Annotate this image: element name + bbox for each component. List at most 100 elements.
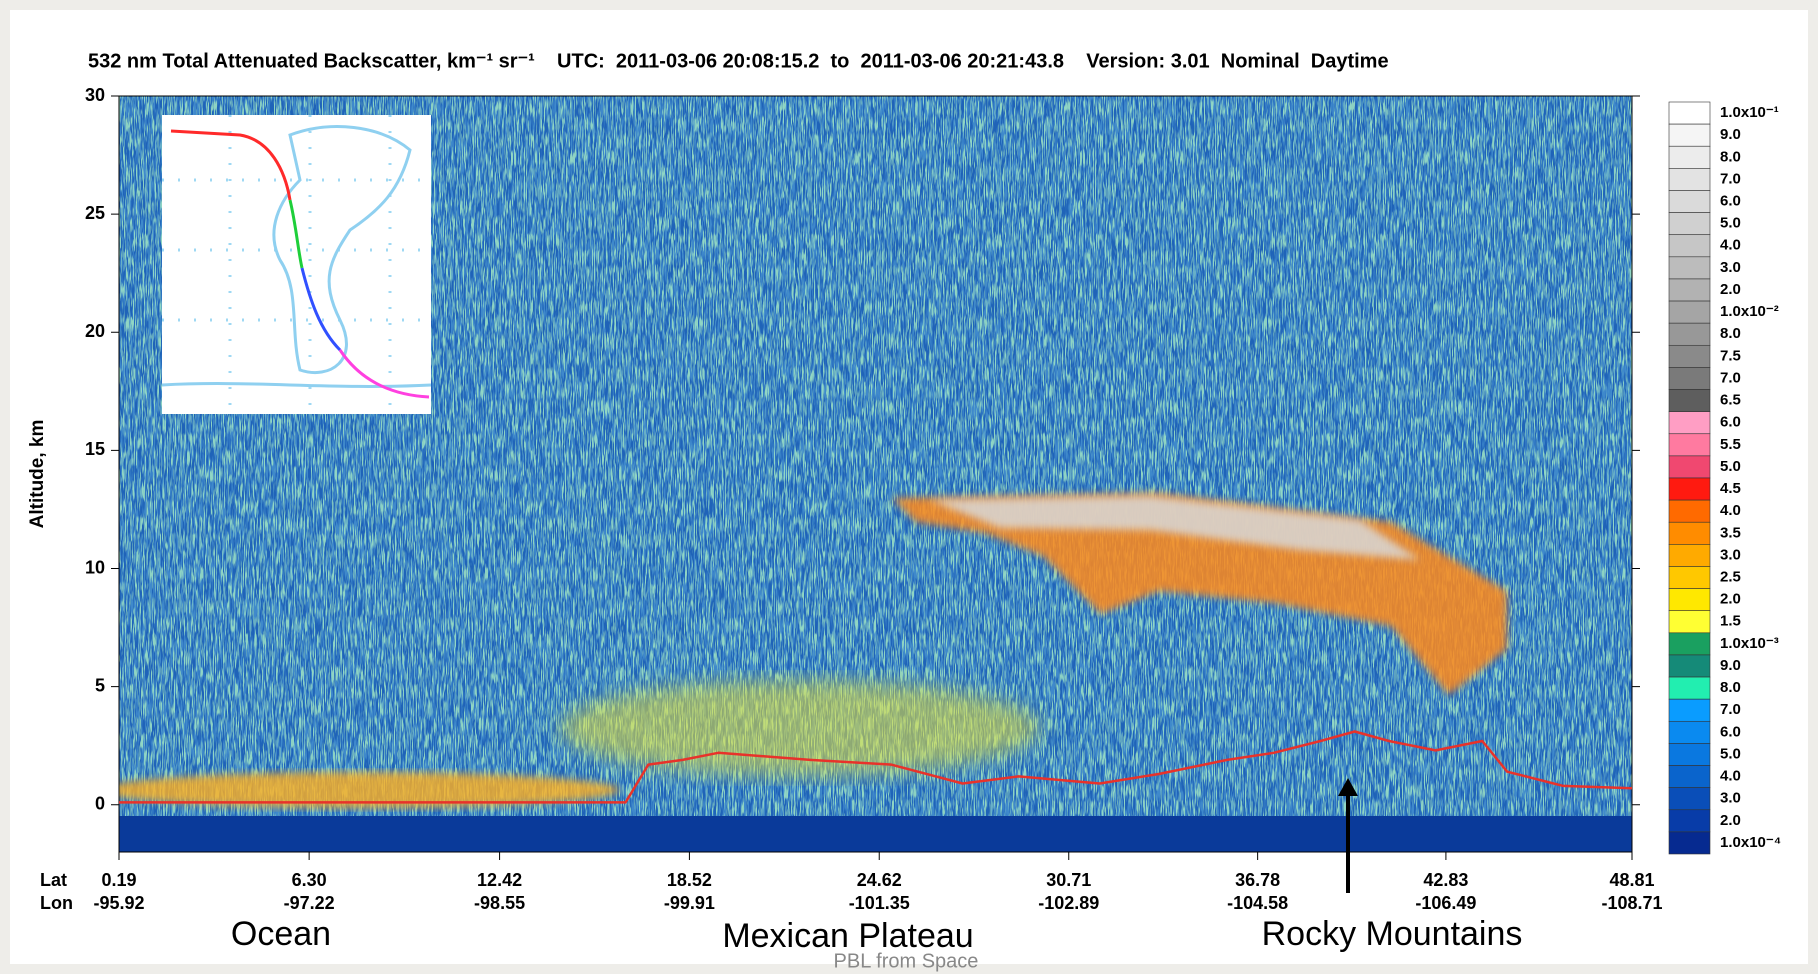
colorbar-swatch <box>1669 677 1710 699</box>
colorbar-swatch <box>1669 434 1710 456</box>
colorbar-label: 1.0x10⁻³ <box>1720 635 1779 652</box>
colorbar-swatch <box>1669 566 1710 588</box>
y-axis-label: Altitude, km <box>27 420 48 529</box>
x-tick-lon-label: -102.89 <box>1038 893 1099 913</box>
y-tick-label: 20 <box>85 321 105 341</box>
x-tick-label: 48.81 <box>1609 870 1654 890</box>
colorbar-label: 7.0 <box>1720 701 1741 718</box>
colorbar-swatch <box>1669 213 1710 235</box>
x-tick-label: 6.30 <box>292 870 327 890</box>
colorbar-label: 7.5 <box>1720 347 1741 364</box>
y-tick-label: 15 <box>85 439 105 459</box>
colorbar-swatch <box>1669 788 1710 810</box>
chart-title: 532 nm Total Attenuated Backscatter, km⁻… <box>88 50 1389 72</box>
colorbar-swatch <box>1669 390 1710 412</box>
y-tick-label: 30 <box>85 85 105 105</box>
page: {"chart_data": { "type": "curtain", "tit… <box>0 0 1818 974</box>
x-tick-lon-label: -108.71 <box>1601 893 1662 913</box>
colorbar-label: 1.0x10⁻¹ <box>1720 104 1779 121</box>
colorbar-swatch <box>1669 655 1710 677</box>
colorbar-swatch <box>1669 699 1710 721</box>
colorbar-swatch <box>1669 500 1710 522</box>
x-tick-lon-label: -101.35 <box>849 893 910 913</box>
x-tick-label: 24.62 <box>857 870 902 890</box>
annotation: Rocky Mountains <box>1262 915 1523 953</box>
colorbar-swatch <box>1669 611 1710 633</box>
colorbar-label: 4.0 <box>1720 768 1741 785</box>
colorbar-label: 5.0 <box>1720 215 1741 232</box>
colorbar-swatch <box>1669 367 1710 389</box>
colorbar-label: 9.0 <box>1720 126 1741 143</box>
colorbar-label: 1.0x10⁻⁴ <box>1720 834 1781 851</box>
colorbar-label: 2.0 <box>1720 281 1741 298</box>
colorbar-swatch <box>1669 168 1710 190</box>
colorbar-swatch <box>1669 102 1710 124</box>
colorbar-label: 5.0 <box>1720 458 1741 475</box>
y-tick-label: 5 <box>95 675 105 695</box>
colorbar-swatch <box>1669 456 1710 478</box>
colorbar-swatch <box>1669 589 1710 611</box>
colorbar-label: 2.0 <box>1720 812 1741 829</box>
colorbar-swatch <box>1669 323 1710 345</box>
colorbar-swatch <box>1669 721 1710 743</box>
aerosol-layer <box>560 680 1040 776</box>
x-tick-label: 12.42 <box>477 870 522 890</box>
y-tick-label: 10 <box>85 557 105 577</box>
colorbar-swatch <box>1669 235 1710 257</box>
colorbar-label: 7.0 <box>1720 369 1741 386</box>
colorbar-swatch <box>1669 544 1710 566</box>
colorbar-label: 8.0 <box>1720 679 1741 696</box>
colorbar-swatch <box>1669 478 1710 500</box>
colorbar-swatch <box>1669 190 1710 212</box>
colorbar-label: 6.0 <box>1720 723 1741 740</box>
colorbar-label: 8.0 <box>1720 148 1741 165</box>
x-tick-label: 30.71 <box>1046 870 1091 890</box>
colorbar-label: 5.5 <box>1720 436 1741 453</box>
subsurface <box>119 816 1632 852</box>
x-tick-lon-label: -104.58 <box>1227 893 1288 913</box>
x-tick-lon-label: -106.49 <box>1415 893 1476 913</box>
colorbar-label: 6.0 <box>1720 192 1741 209</box>
colorbar-swatch <box>1669 522 1710 544</box>
colorbar-label: 5.0 <box>1720 745 1741 762</box>
colorbar-swatch <box>1669 412 1710 434</box>
colorbar-label: 4.0 <box>1720 237 1741 254</box>
colorbar-label: 7.0 <box>1720 170 1741 187</box>
annotation: Ocean <box>231 915 331 953</box>
colorbar-swatch <box>1669 279 1710 301</box>
colorbar-swatch <box>1669 146 1710 168</box>
colorbar-label: 6.0 <box>1720 414 1741 431</box>
inset-map <box>162 115 431 414</box>
x-tick-label: 36.78 <box>1235 870 1280 890</box>
colorbar-swatch <box>1669 766 1710 788</box>
colorbar-label: 6.5 <box>1720 392 1741 409</box>
colorbar-label: 3.0 <box>1720 790 1741 807</box>
x-tick-label: 42.83 <box>1423 870 1468 890</box>
x-tick-lon-label: -98.55 <box>474 893 525 913</box>
x-row-label: Lon <box>40 893 73 913</box>
x-tick-label: 18.52 <box>667 870 712 890</box>
y-tick-label: 0 <box>95 794 105 814</box>
x-tick-lon-label: -99.91 <box>664 893 715 913</box>
colorbar-label: 2.5 <box>1720 568 1741 585</box>
x-row-label: Lat <box>40 870 67 890</box>
annotation: Mexican Plateau <box>722 917 973 955</box>
chart: 532 nm Total Attenuated Backscatter, km⁻… <box>0 0 1818 974</box>
colorbar-label: 4.0 <box>1720 502 1741 519</box>
colorbar-label: 1.0x10⁻² <box>1720 303 1779 320</box>
colorbar-label: 3.5 <box>1720 524 1741 541</box>
colorbar-label: 9.0 <box>1720 657 1741 674</box>
colorbar-label: 8.0 <box>1720 325 1741 342</box>
colorbar-label: 2.0 <box>1720 591 1741 608</box>
x-tick-lon-label: -95.92 <box>93 893 144 913</box>
x-tick-lon-label: -97.22 <box>284 893 335 913</box>
x-tick-label: 0.19 <box>101 870 136 890</box>
colorbar-label: 1.5 <box>1720 613 1741 630</box>
colorbar-swatch <box>1669 124 1710 146</box>
colorbar-swatch <box>1669 345 1710 367</box>
colorbar-swatch <box>1669 832 1710 854</box>
footer: PBL from Space <box>834 950 979 972</box>
y-tick-label: 25 <box>85 203 105 223</box>
colorbar-label: 4.5 <box>1720 480 1741 497</box>
colorbar-swatch <box>1669 810 1710 832</box>
